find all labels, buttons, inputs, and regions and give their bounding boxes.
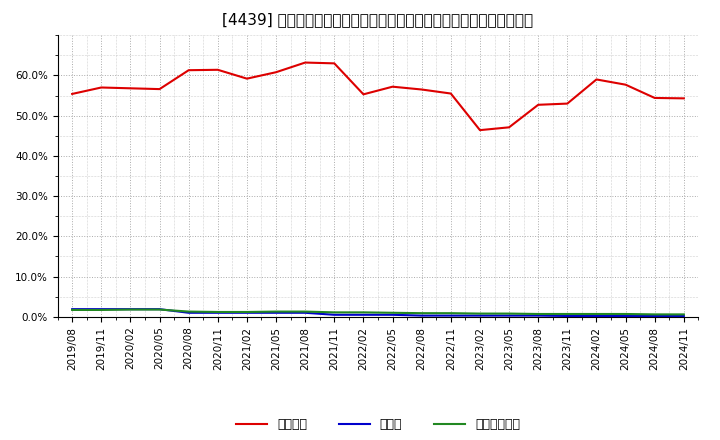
のれん — [534, 313, 543, 318]
繰延税金資産 — [126, 307, 135, 312]
繰延税金資産 — [592, 312, 600, 317]
繰延税金資産 — [156, 307, 164, 312]
自己資本 — [330, 61, 338, 66]
自己資本 — [650, 95, 659, 101]
繰延税金資産 — [650, 312, 659, 317]
繰延税金資産 — [505, 311, 513, 316]
繰延税金資産 — [184, 309, 193, 314]
繰延税金資産 — [243, 309, 251, 315]
繰延税金資産 — [418, 311, 426, 316]
自己資本 — [592, 77, 600, 82]
繰延税金資産 — [534, 312, 543, 317]
繰延税金資産 — [330, 310, 338, 315]
自己資本 — [184, 68, 193, 73]
繰延税金資産 — [213, 309, 222, 315]
自己資本 — [156, 87, 164, 92]
のれん — [446, 313, 455, 318]
繰延税金資産 — [388, 310, 397, 315]
のれん — [330, 312, 338, 317]
のれん — [418, 313, 426, 318]
自己資本 — [388, 84, 397, 89]
自己資本 — [476, 128, 485, 133]
のれん — [243, 310, 251, 315]
のれん — [68, 307, 76, 312]
繰延税金資産 — [621, 312, 630, 317]
繰延税金資産 — [68, 307, 76, 312]
繰延税金資産 — [446, 311, 455, 316]
自己資本 — [271, 70, 280, 75]
のれん — [476, 313, 485, 318]
繰延税金資産 — [680, 312, 688, 317]
Line: 自己資本: 自己資本 — [72, 62, 684, 130]
繰延税金資産 — [97, 307, 106, 312]
のれん — [184, 310, 193, 315]
繰延税金資産 — [271, 309, 280, 314]
のれん — [97, 307, 106, 312]
のれん — [156, 307, 164, 312]
繰延税金資産 — [563, 312, 572, 317]
自己資本 — [418, 87, 426, 92]
自己資本 — [68, 91, 76, 96]
繰延税金資産 — [301, 309, 310, 314]
のれん — [563, 313, 572, 319]
Legend: 自己資本, のれん, 繰延税金資産: 自己資本, のれん, 繰延税金資産 — [231, 413, 525, 436]
Title: [4439] 自己資本、のれん、繰延税金資産の総資産に対する比率の推移: [4439] 自己資本、のれん、繰延税金資産の総資産に対する比率の推移 — [222, 12, 534, 27]
自己資本 — [446, 91, 455, 96]
のれん — [650, 313, 659, 319]
のれん — [621, 313, 630, 319]
自己資本 — [621, 82, 630, 87]
のれん — [126, 307, 135, 312]
のれん — [680, 313, 688, 319]
自己資本 — [359, 92, 368, 97]
自己資本 — [301, 60, 310, 65]
自己資本 — [97, 85, 106, 90]
のれん — [388, 312, 397, 317]
のれん — [505, 313, 513, 318]
のれん — [359, 312, 368, 317]
自己資本 — [563, 101, 572, 106]
のれん — [271, 310, 280, 315]
のれん — [301, 310, 310, 315]
Line: 繰延税金資産: 繰延税金資産 — [72, 310, 684, 315]
自己資本 — [505, 125, 513, 130]
繰延税金資産 — [359, 310, 368, 315]
自己資本 — [680, 96, 688, 101]
Line: のれん: のれん — [72, 309, 684, 316]
自己資本 — [213, 67, 222, 73]
繰延税金資産 — [476, 311, 485, 316]
のれん — [592, 313, 600, 319]
のれん — [213, 310, 222, 315]
自己資本 — [126, 86, 135, 91]
自己資本 — [534, 102, 543, 107]
自己資本 — [243, 76, 251, 81]
